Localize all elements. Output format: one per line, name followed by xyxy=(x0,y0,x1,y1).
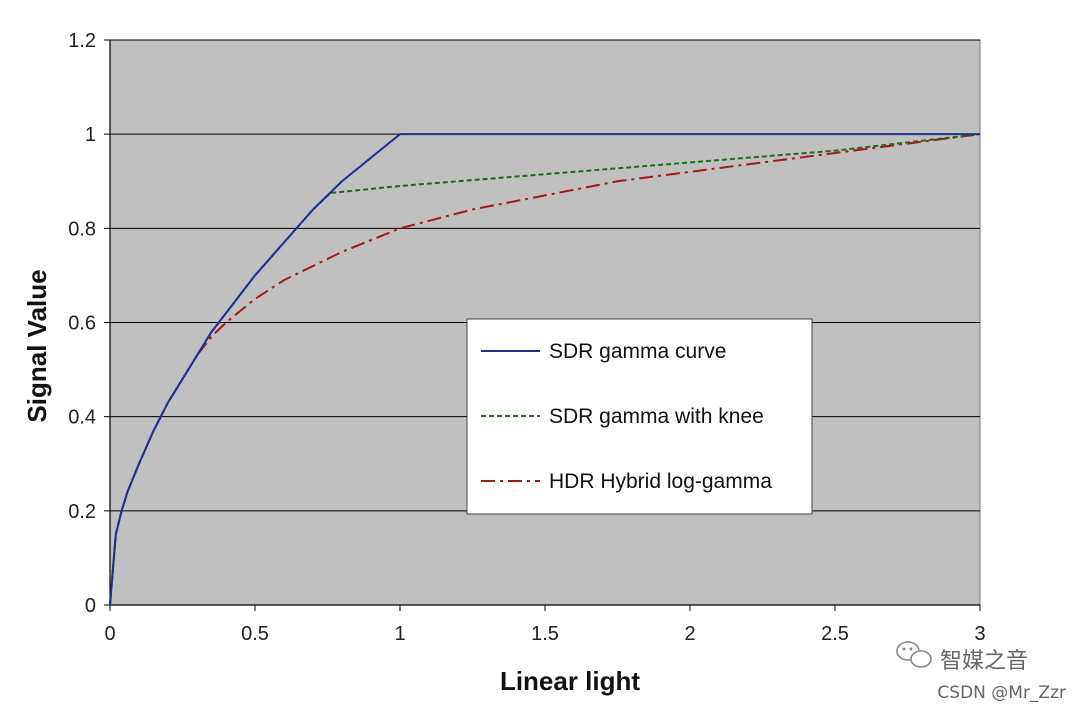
x-axis: 0 0.5 1 1.5 2 2.5 3 xyxy=(104,604,986,645)
y-tick-label: 0.2 xyxy=(68,501,96,523)
x-axis-title: Linear light xyxy=(500,666,640,696)
wechat-icon xyxy=(896,641,932,668)
x-tick-label: 1.5 xyxy=(531,623,559,645)
series-line-sdr-gamma-curve xyxy=(109,133,980,606)
x-tick-label: 0.5 xyxy=(241,623,269,645)
y-tick-label: 0.8 xyxy=(68,218,96,240)
series-layer xyxy=(109,133,981,606)
watermark-brand: 智媒之音 xyxy=(940,649,1028,674)
x-tick-label: 2 xyxy=(684,623,695,645)
y-axis: 0 0.2 0.4 0.6 0.8 1 1.2 xyxy=(68,30,111,617)
y-tick-label: 0.6 xyxy=(68,313,96,335)
x-tick-label: 1 xyxy=(394,623,405,645)
y-axis-title: Signal Value xyxy=(22,269,52,422)
x-tick-label: 2.5 xyxy=(821,623,849,645)
y-tick-label: 1 xyxy=(85,124,96,146)
y-tick-label: 0 xyxy=(85,595,96,617)
y-tick-label: 0.4 xyxy=(68,407,96,429)
legend-label: SDR gamma curve xyxy=(549,340,726,363)
legend-label: SDR gamma with knee xyxy=(549,405,764,428)
y-tick-label: 1.2 xyxy=(68,30,96,52)
legend: SDR gamma curve SDR gamma with knee HDR Hy… xyxy=(466,318,813,515)
legend-label: HDR Hybrid log-gamma xyxy=(549,470,772,493)
x-tick-label: 3 xyxy=(974,623,985,645)
x-tick-label: 0 xyxy=(104,623,115,645)
watermark: 智媒之音 CSDN @Mr_Zzr xyxy=(896,641,1066,703)
watermark-credit: CSDN @Mr_Zzr xyxy=(937,683,1066,703)
